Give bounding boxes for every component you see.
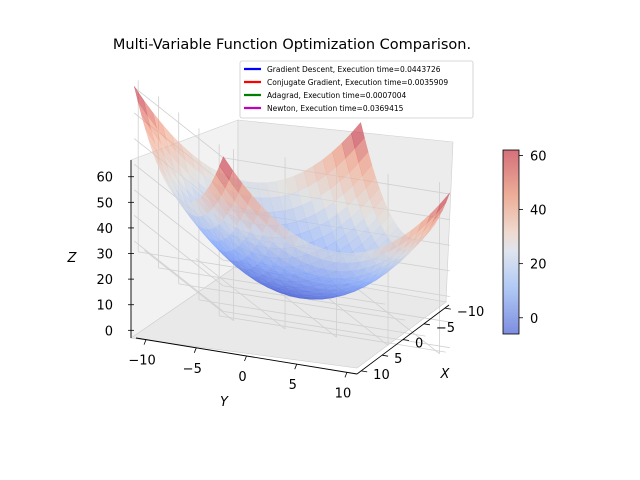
colorbar-gradient — [502, 149, 520, 335]
y-tick-label: 5 — [289, 378, 297, 393]
colorbar-tick-label: 20 — [530, 258, 547, 273]
x-axis-label: X — [440, 367, 451, 382]
colorbar-tick-label: 60 — [530, 149, 547, 164]
y-tick-label: 0 — [238, 370, 246, 385]
colorbar-tick-label: 0 — [530, 312, 538, 327]
y-tick-mark — [143, 339, 147, 345]
y-tick-label: −10 — [128, 354, 155, 369]
grid-line — [223, 285, 450, 323]
x-tick-label: 5 — [394, 352, 402, 367]
grid-line — [144, 249, 234, 322]
colorbar-tick-label: 40 — [530, 204, 547, 219]
surface-plot — [134, 86, 450, 300]
z-tick-label: 20 — [96, 273, 113, 288]
y-axis-label: Y — [220, 395, 229, 410]
grid-line — [133, 215, 224, 287]
grid-line — [195, 258, 286, 330]
y-tick-label: −5 — [183, 362, 202, 377]
colorbar-ticks: 0 20 40 60 — [519, 149, 547, 327]
legend-label-newton: Newton, Execution time=0.0369415 — [267, 104, 404, 113]
x-tick-mark — [423, 323, 430, 326]
x-tick-label: −10 — [457, 305, 484, 320]
y-tick-mark — [244, 355, 247, 362]
x-tick-label: 0 — [415, 337, 423, 352]
grid-line — [133, 87, 224, 159]
legend: Gradient Descent, Execution time=0.04437… — [239, 60, 474, 119]
z-tick-label: 10 — [96, 299, 113, 314]
surface-facet — [436, 192, 450, 214]
z-axis-label: Z — [67, 251, 78, 266]
z-tick-label: 50 — [96, 196, 113, 211]
grid-line — [350, 282, 440, 355]
x-axis: −10−5 05 10 — [361, 305, 484, 383]
z-tick-label: 40 — [96, 222, 113, 237]
x-tick-mark — [444, 307, 451, 310]
y-axis: −10 −5 0 5 10 — [128, 339, 352, 401]
grid-line — [133, 240, 224, 312]
y-tick-mark — [193, 347, 197, 353]
z-axis: 0 10 20 30 40 50 60 — [96, 171, 134, 339]
colorbar: 0 20 40 60 — [502, 149, 547, 335]
grid-line — [133, 189, 224, 261]
y-tick-mark — [294, 364, 298, 370]
x-tick-mark — [402, 339, 410, 341]
y-tick-mark — [344, 372, 348, 378]
z-tick-label: 0 — [105, 324, 113, 339]
x-tick-label: 10 — [373, 368, 390, 383]
legend-label-conjugate-gradient: Conjugate Gradient, Execution time=0.003… — [267, 78, 448, 87]
z-tick-label: 30 — [96, 248, 113, 263]
x-tick-mark — [382, 354, 389, 357]
y-tick-label: 10 — [335, 386, 352, 401]
legend-label-gradient-descent: Gradient Descent, Execution time=0.04437… — [267, 65, 441, 74]
z-tick-label: 60 — [96, 171, 113, 186]
legend-box — [239, 60, 474, 119]
grid-line — [223, 310, 450, 349]
legend-label-adagrad: Adagrad, Execution time=0.0007004 — [267, 91, 407, 100]
chart-title: Multi-Variable Function Optimization Com… — [113, 37, 471, 53]
floor-pane — [130, 264, 447, 369]
x-tick-mark — [361, 370, 368, 373]
x-tick-label: −5 — [436, 321, 455, 336]
